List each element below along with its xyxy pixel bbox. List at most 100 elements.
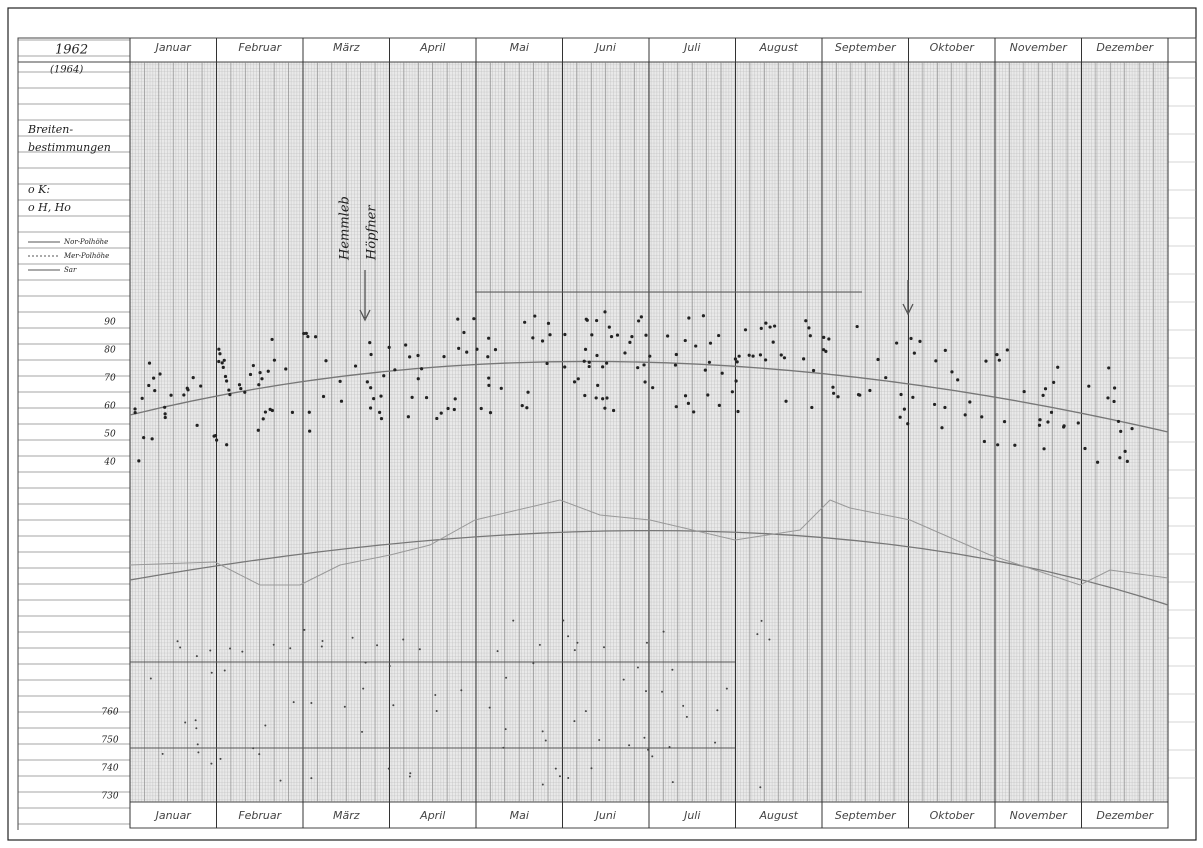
dot [419,367,424,371]
dot [362,687,365,690]
dot [435,416,439,421]
dot [1112,399,1116,404]
dot [856,392,861,397]
dot [382,374,386,378]
dot [176,640,179,643]
dot [504,728,507,731]
dot [636,666,639,669]
dot [540,339,545,343]
dot [424,395,429,400]
dot [668,746,671,749]
dot [219,757,222,760]
dot [779,353,783,357]
dot [943,405,947,410]
month-label: November [1010,809,1069,822]
dot [764,358,768,362]
mean-curve [129,360,1169,433]
dot [692,410,696,414]
dot [980,415,984,419]
dot [671,781,674,784]
dot [563,365,567,369]
dot [572,380,577,384]
dot [210,762,213,765]
dot [1062,425,1066,429]
dot [1042,447,1046,451]
scale-label: 50 [104,430,116,440]
dot [378,410,382,414]
dot [237,383,242,387]
dot [289,647,292,650]
dot [314,335,318,339]
dot [525,406,529,410]
dot [353,364,358,368]
dot [666,334,670,338]
dot [339,399,344,403]
dot [751,354,755,358]
dot [902,407,906,411]
dot [956,378,960,382]
dot [218,352,222,356]
dot [392,704,395,707]
dot [743,328,748,332]
dot [808,334,812,338]
dot [899,392,903,397]
dot [708,341,713,345]
dot [573,649,576,652]
dot [520,404,524,408]
dot [836,395,840,399]
dot [307,410,311,414]
dot [605,396,609,400]
dot [1106,396,1110,400]
observations [133,310,1134,789]
dot [943,348,947,352]
dot [194,719,197,722]
dot [442,355,446,359]
dot [884,376,888,380]
dot [950,370,954,374]
dot [604,361,609,365]
dot [686,401,691,405]
scale-label: 80 [104,346,116,356]
dot [759,786,762,789]
scale-label: 70 [104,374,116,384]
dot [402,638,405,641]
dot [747,353,751,357]
dot [533,314,537,318]
dot [369,386,373,390]
dot [807,326,811,330]
year: 1962 [55,43,88,58]
dot [576,641,579,644]
dot [248,372,253,377]
dot [855,324,859,329]
dot [365,380,369,384]
dot [179,646,182,649]
dot [647,748,650,751]
scale-label: 60 [104,402,116,412]
month-label: Juli [682,41,700,54]
dot [824,349,828,354]
dot [1038,418,1042,422]
dot [502,746,505,749]
dot [831,385,835,389]
dot [598,738,601,741]
dot [435,710,438,713]
dot [636,366,640,370]
scale-label: 740 [101,764,118,774]
month-label: Juni [594,41,616,54]
dot [1022,389,1026,394]
dot [1083,446,1087,451]
dot [169,393,173,397]
dot [1125,459,1129,463]
dot [163,415,167,420]
dot [387,345,391,349]
scale-label: 40 [103,458,116,468]
dot [827,337,831,341]
month-label: August [759,809,799,822]
dot [630,335,634,339]
dot [771,340,775,344]
dot [576,377,580,381]
dot [637,319,641,323]
dot [984,359,988,363]
dot [683,338,687,343]
dot [224,379,229,383]
